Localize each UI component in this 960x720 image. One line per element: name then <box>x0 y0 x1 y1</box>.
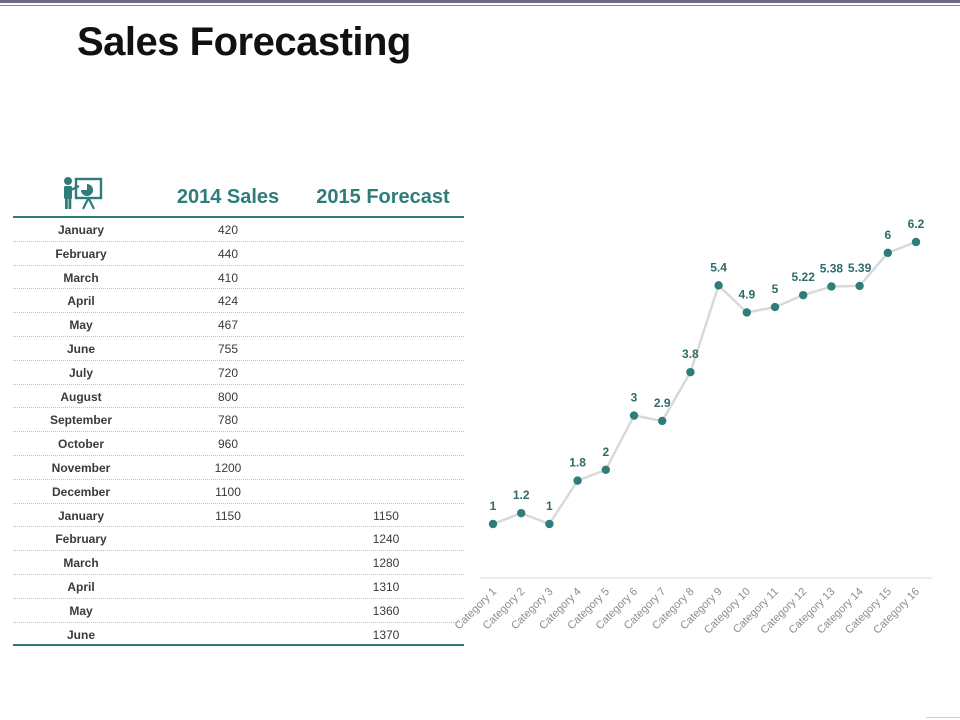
table-row: June 755 <box>13 337 464 361</box>
data-label: 2.9 <box>654 396 671 410</box>
month-cell: November <box>51 460 111 475</box>
month-cell: September <box>49 413 113 428</box>
sales-2014-cell: 424 <box>217 294 239 309</box>
month-cell: June <box>66 627 95 642</box>
month-cell: January <box>57 223 105 237</box>
sales-2014-cell: 440 <box>217 246 239 261</box>
top-rule <box>0 0 960 3</box>
data-label: 2 <box>602 445 609 459</box>
table-row: February 440 <box>13 242 464 266</box>
table-row: November 1200 <box>13 456 464 480</box>
table-row: March 410 <box>13 266 464 290</box>
data-label: 1 <box>490 499 497 513</box>
table-header: 2014 Sales 2015 Forecast <box>13 172 464 218</box>
month-cell: December <box>51 484 111 499</box>
data-label: 3.8 <box>682 347 699 361</box>
data-label: 5.22 <box>792 270 816 284</box>
table-row: December 1100 <box>13 480 464 504</box>
month-cell: June <box>66 341 95 356</box>
data-point <box>742 308 751 317</box>
month-cell: July <box>68 365 93 380</box>
header-2014-sales: 2014 Sales <box>176 186 280 208</box>
table-row: April 424 <box>13 289 464 314</box>
data-label: 6 <box>884 228 891 242</box>
data-label: 1 <box>546 499 553 513</box>
presentation-icon <box>63 176 103 217</box>
data-point <box>883 248 892 258</box>
month-cell: January <box>57 508 105 523</box>
data-label: 5.38 <box>820 261 844 275</box>
sales-2014-cell: 420 <box>217 223 239 237</box>
forecast-2015-cell: 1370 <box>372 627 400 642</box>
table-row: August 800 <box>13 385 464 409</box>
month-cell: May <box>69 603 93 618</box>
forecast-2015-cell: 1240 <box>372 532 400 547</box>
month-cell: April <box>67 579 95 594</box>
sales-2014-cell: 960 <box>217 437 239 452</box>
forecast-2015-cell: 1150 <box>373 508 399 523</box>
header-2015-forecast: 2015 Forecast <box>316 186 450 208</box>
forecast-2015-cell: 1310 <box>372 579 400 594</box>
sales-2014-cell: 755 <box>217 341 239 356</box>
sales-2014-cell: 800 <box>217 389 239 404</box>
sales-2014-cell: 1150 <box>215 508 241 523</box>
table-row: October 960 <box>13 432 464 456</box>
top-rule-thin <box>0 5 960 6</box>
forecast-2015-cell: 1280 <box>372 556 400 571</box>
table-row: March 1280 <box>13 551 464 575</box>
data-point <box>827 282 836 291</box>
data-point <box>799 290 808 300</box>
data-point <box>855 281 864 291</box>
sales-2014-cell: 467 <box>217 318 239 333</box>
data-point <box>770 302 780 312</box>
sales-2014-cell: 1200 <box>214 460 242 475</box>
data-label: 6.2 <box>908 217 925 231</box>
data-point <box>658 416 667 426</box>
month-cell: May <box>69 318 93 333</box>
sales-2014-cell: 410 <box>217 270 239 285</box>
sales-table: 2014 Sales 2015 Forecast January 420 Febru… <box>13 172 464 647</box>
table-row: January 1150 1150 <box>13 504 464 528</box>
data-point <box>629 411 639 420</box>
month-cell: March <box>63 270 99 285</box>
forecast-2015-cell: 1360 <box>372 603 400 618</box>
table-row: February 1240 <box>13 527 464 552</box>
month-cell: February <box>55 532 107 547</box>
table-row: January 420 <box>13 218 464 242</box>
table-row: April 1310 <box>13 575 464 599</box>
sales-2014-cell: 720 <box>217 365 239 380</box>
data-label: 3 <box>631 391 638 405</box>
table-body: January 420 February 440 March 410 April 424 May… <box>13 218 464 647</box>
table-row: September 780 <box>13 408 464 433</box>
data-point <box>488 519 498 529</box>
data-label: 5.39 <box>848 261 872 275</box>
data-point <box>911 237 921 247</box>
data-label: 5.4 <box>710 260 727 274</box>
sales-2014-cell: 1100 <box>215 484 241 499</box>
data-point <box>686 367 695 377</box>
data-label: 1.8 <box>569 456 586 470</box>
table-row: May 1360 <box>13 599 464 623</box>
month-cell: October <box>57 437 104 452</box>
data-label: 5 <box>772 282 779 296</box>
line-chart: 11.211.823 2.93.85.44.9 55.225.38 5.3966.2 … <box>453 217 932 637</box>
month-cell: April <box>67 294 95 309</box>
table-row: May 467 <box>13 313 464 337</box>
table-row: July 720 <box>13 361 464 385</box>
page-title: Sales Forecasting <box>77 20 411 64</box>
data-point <box>517 508 526 518</box>
data-point <box>714 281 723 290</box>
sales-2014-cell: 780 <box>217 413 239 428</box>
month-cell: February <box>55 246 107 261</box>
data-label: 4.9 <box>738 288 755 302</box>
data-point <box>601 465 610 474</box>
table-row: June 1370 <box>13 623 464 647</box>
month-cell: August <box>60 389 102 404</box>
month-cell: March <box>63 556 99 571</box>
series-line <box>492 240 917 526</box>
corner-mark <box>926 717 960 718</box>
data-point <box>545 519 554 529</box>
data-label: 1.2 <box>513 488 530 502</box>
data-point <box>573 476 582 485</box>
